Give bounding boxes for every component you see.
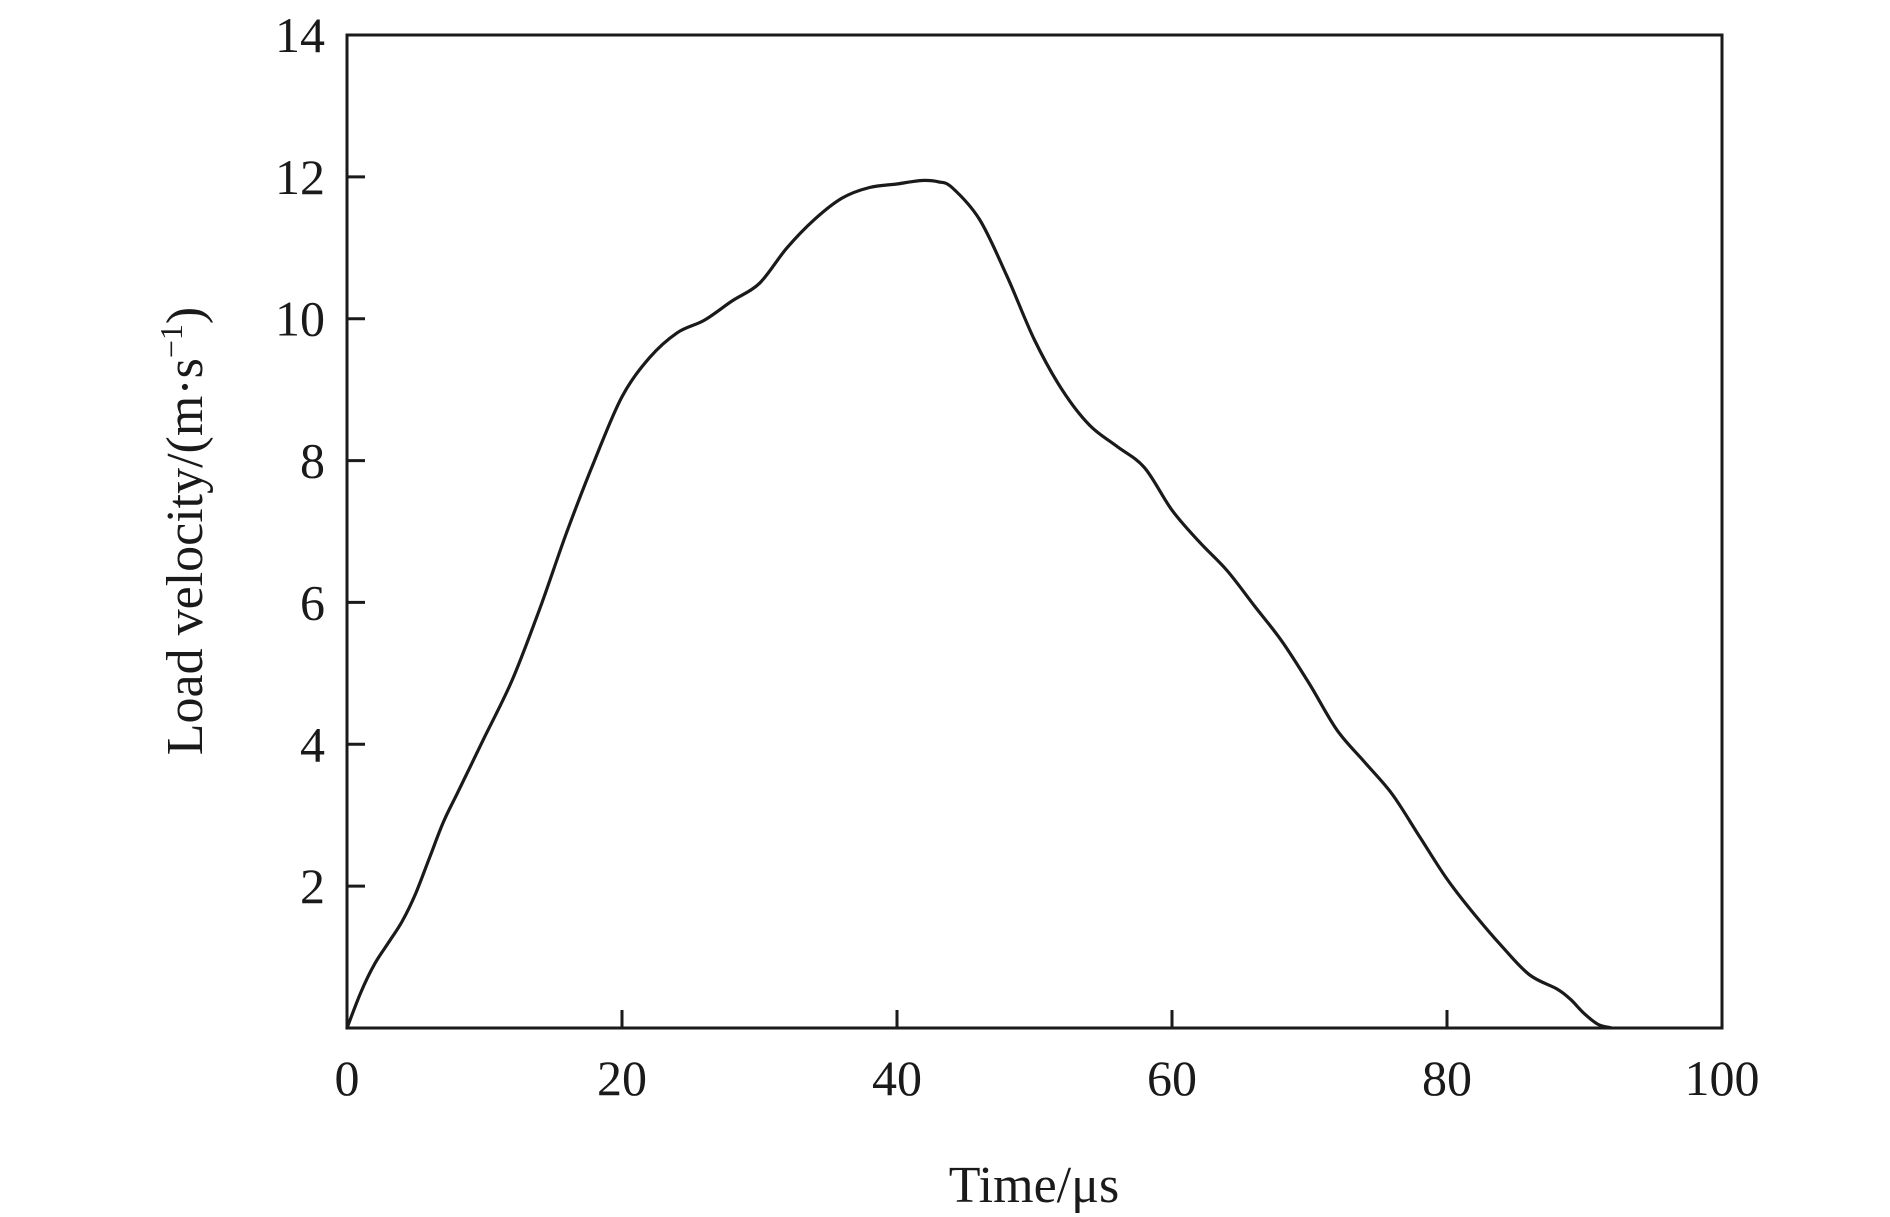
y-tick-label: 6 (300, 574, 325, 630)
y-axis-title-main: Load velocity/(m·s (157, 358, 214, 755)
y-tick-label: 10 (275, 291, 325, 347)
y-axis-title-close: ) (157, 307, 214, 324)
x-tick-label: 20 (597, 1050, 647, 1106)
x-tick-label: 0 (335, 1050, 360, 1106)
x-axis-title: Time/μs (949, 1157, 1119, 1214)
y-tick-label: 2 (300, 858, 325, 914)
x-tick-label: 80 (1422, 1050, 1472, 1106)
plot-frame (345, 33, 1724, 1030)
x-tick-label: 40 (872, 1050, 922, 1106)
x-tick-label: 100 (1685, 1050, 1760, 1106)
y-tick-label: 12 (275, 149, 325, 205)
y-axis-ticks: 2 4 6 8 10 12 14 (275, 7, 365, 914)
x-axis-ticks: 0 20 40 60 80 100 (335, 1010, 1760, 1106)
y-tick-label: 4 (300, 716, 325, 772)
y-tick-label: 14 (275, 7, 325, 63)
x-tick-label: 60 (1147, 1050, 1197, 1106)
y-axis-title: Load velocity/(m·s−1) (153, 307, 214, 755)
y-tick-label: 8 (300, 433, 325, 489)
y-axis-title-superscript: −1 (153, 324, 189, 358)
series-line (345, 178, 1614, 1030)
